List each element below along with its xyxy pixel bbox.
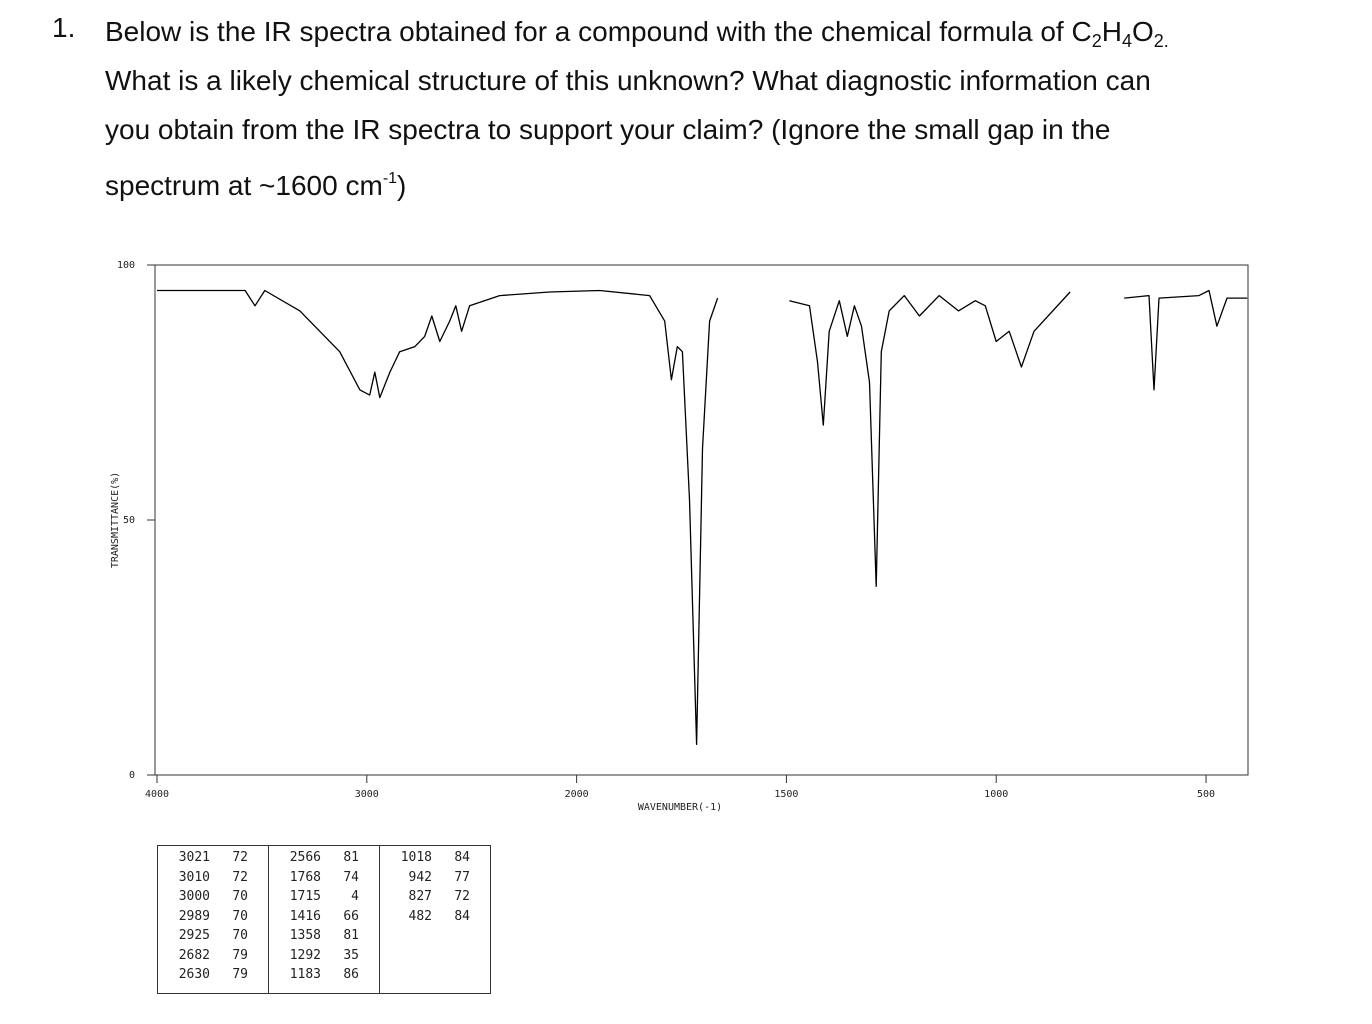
transmittance: 4 xyxy=(351,889,359,904)
text-segment: H xyxy=(1101,16,1122,47)
question-line: Below is the IR spectra obtained for a c… xyxy=(105,12,1169,61)
table-row: 3000 70 xyxy=(164,889,268,909)
transmittance: 70 xyxy=(232,928,248,943)
table-row: 827 72 xyxy=(386,889,490,909)
wavenumber: 1715 xyxy=(289,889,321,904)
transmittance: 70 xyxy=(232,889,248,904)
table-row: 1018 84 xyxy=(386,850,490,870)
transmittance: 72 xyxy=(232,850,248,865)
wavenumber: 827 xyxy=(408,889,432,904)
transmittance: 81 xyxy=(343,928,359,943)
x-tick-label: 2000 xyxy=(565,789,589,800)
wavenumber: 1183 xyxy=(289,967,321,982)
table-row: 1715 4 xyxy=(275,889,379,909)
table-column: 3021 72 3010 72 3000 70 2989 70 2925 70 2682 79 2630… xyxy=(158,846,269,993)
table-row: 3021 72 xyxy=(164,850,268,870)
table-row: 2989 70 xyxy=(164,909,268,929)
transmittance: 72 xyxy=(454,889,470,904)
text-segment: spectrum at ~1600 cm xyxy=(105,170,383,201)
table-row: 1183 86 xyxy=(275,967,379,987)
table-row: 942 77 xyxy=(386,870,490,890)
transmittance: 35 xyxy=(343,947,359,963)
wavenumber: 3000 xyxy=(178,889,210,904)
wavenumber: 482 xyxy=(408,908,432,924)
table-row: 1292 35 xyxy=(275,948,379,968)
wavenumber: 2630 xyxy=(178,967,210,982)
wavenumber: 942 xyxy=(408,869,432,885)
transmittance: 72 xyxy=(232,869,248,885)
table-row: 482 84 xyxy=(386,909,490,929)
text-segment: 4 xyxy=(1121,31,1132,51)
text-segment: ) xyxy=(397,170,407,201)
y-tick-label: 0 xyxy=(129,770,135,781)
transmittance: 77 xyxy=(454,869,470,885)
x-axis-label: WAVENUMBER(-1) xyxy=(638,802,722,813)
wavenumber: 1416 xyxy=(289,908,321,924)
text-segment: What is a likely chemical structure of t… xyxy=(105,65,1151,96)
text-segment: you obtain from the IR spectra to suppor… xyxy=(105,114,1111,145)
table-row: 3010 72 xyxy=(164,870,268,890)
wavenumber: 1292 xyxy=(289,947,321,963)
table-column: 2566 81 1768 74 1715 4 1416 66 1358 81 1292 35 1183 8… xyxy=(269,846,380,993)
wavenumber: 1358 xyxy=(289,928,321,943)
transmittance: 79 xyxy=(232,967,248,982)
transmittance: 86 xyxy=(343,967,359,982)
table-row: 1768 74 xyxy=(275,870,379,890)
table-row: 2566 81 xyxy=(275,850,379,870)
text-segment: Below is the IR spectra obtained for a c… xyxy=(105,16,1092,47)
wavenumber: 3010 xyxy=(178,869,210,885)
transmittance: 79 xyxy=(232,947,248,963)
table-row: 2925 70 xyxy=(164,928,268,948)
table-row: 1358 81 xyxy=(275,928,379,948)
question-number: 1. xyxy=(52,12,76,43)
transmittance: 84 xyxy=(454,908,470,924)
wavenumber: 2989 xyxy=(178,908,210,924)
question-text: Below is the IR spectra obtained for a c… xyxy=(105,12,1169,208)
wavenumber: 1018 xyxy=(400,850,432,865)
x-tick-label: 1000 xyxy=(984,789,1008,800)
table-row: 1416 66 xyxy=(275,909,379,929)
y-tick-label: 100 xyxy=(117,260,135,271)
text-segment: 2. xyxy=(1153,31,1169,51)
table-row: 2682 79 xyxy=(164,948,268,968)
x-tick-label: 3000 xyxy=(355,789,379,800)
transmittance: 84 xyxy=(454,850,470,865)
x-tick-label: 4000 xyxy=(145,789,169,800)
text-segment: -1 xyxy=(382,170,398,187)
wavenumber: 2925 xyxy=(178,928,210,943)
question-line: spectrum at ~1600 cm-1) xyxy=(105,159,1169,208)
text-segment: O xyxy=(1131,16,1154,47)
wavenumber: 2566 xyxy=(289,850,321,865)
wavenumber: 2682 xyxy=(178,947,210,963)
question-line: What is a likely chemical structure of t… xyxy=(105,61,1169,110)
question-line: you obtain from the IR spectra to suppor… xyxy=(105,110,1169,159)
wavenumber: 1768 xyxy=(289,869,321,885)
x-tick-label: 1500 xyxy=(774,789,798,800)
transmittance: 81 xyxy=(343,850,359,865)
y-axis-label: TRANSMITTANCE(%) xyxy=(110,472,121,568)
x-tick-label: 500 xyxy=(1197,789,1215,800)
transmittance: 74 xyxy=(343,869,359,885)
transmittance: 70 xyxy=(232,908,248,924)
spectrum-line xyxy=(157,289,1248,746)
table-row: 2630 79 xyxy=(164,967,268,987)
transmittance: 66 xyxy=(343,908,359,924)
wavenumber: 3021 xyxy=(178,850,210,865)
table-column: 1018 84 942 77 827 72 482 84 xyxy=(380,846,490,993)
text-segment: 2 xyxy=(1091,31,1102,51)
peak-table: 3021 72 3010 72 3000 70 2989 70 2925 70 2682 79 2630… xyxy=(157,845,491,994)
y-tick-label: 50 xyxy=(123,515,135,526)
